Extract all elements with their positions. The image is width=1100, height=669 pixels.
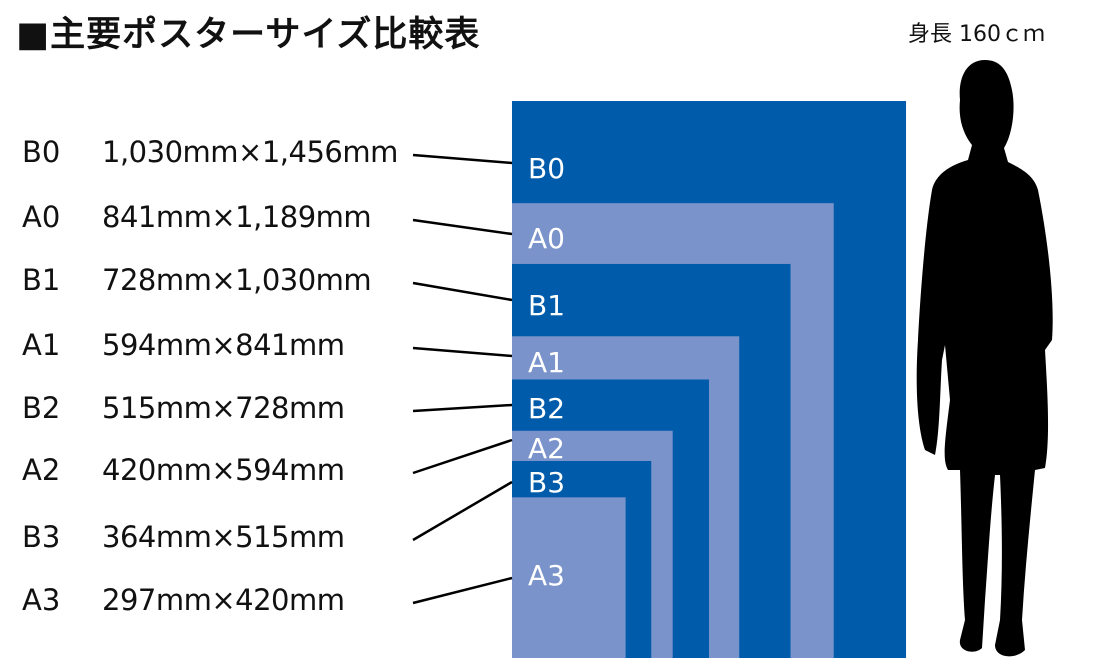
leader-line-a3 xyxy=(412,576,513,605)
size-dims-b0: 1,030mm×1,456mm xyxy=(102,135,398,169)
rect-a3 xyxy=(512,497,626,658)
rect-label-b2: B2 xyxy=(528,392,565,425)
diagram-title: ■主要ポスターサイズ比較表 xyxy=(16,15,481,55)
size-dims-b2: 515mm×728mm xyxy=(102,391,345,425)
rect-label-a2: A2 xyxy=(528,432,565,465)
leader-line-b3 xyxy=(412,480,513,542)
leader-line-a0 xyxy=(412,218,513,236)
size-dims-a2: 420mm×594mm xyxy=(102,453,345,487)
size-name-b0: B0 xyxy=(22,135,61,169)
rect-label-b0: B0 xyxy=(528,152,565,185)
rect-label-b3: B3 xyxy=(528,466,565,499)
leader-line-a1 xyxy=(412,346,513,358)
rect-label-b1: B1 xyxy=(528,289,565,322)
rect-label-a3: A3 xyxy=(528,559,565,592)
size-dims-a3: 297mm×420mm xyxy=(102,583,345,617)
leader-line-b2 xyxy=(412,403,513,413)
size-dims-b1: 728mm×1,030mm xyxy=(102,263,372,297)
size-name-a1: A1 xyxy=(22,328,61,362)
size-name-b3: B3 xyxy=(22,520,61,554)
leader-line-b1 xyxy=(412,281,513,302)
leader-line-b0 xyxy=(412,153,513,165)
rect-label-a0: A0 xyxy=(528,222,565,255)
size-dims-b3: 364mm×515mm xyxy=(102,520,345,554)
size-dims-a0: 841mm×1,189mm xyxy=(102,200,372,234)
height-label: 身長 160ｃｍ xyxy=(908,22,1045,47)
size-dims-a1: 594mm×841mm xyxy=(102,328,345,362)
rect-label-a1: A1 xyxy=(528,346,565,379)
size-name-a3: A3 xyxy=(22,583,61,617)
size-name-a0: A0 xyxy=(22,200,61,234)
size-name-a2: A2 xyxy=(22,453,61,487)
size-name-b1: B1 xyxy=(22,263,61,297)
size-name-b2: B2 xyxy=(22,391,61,425)
woman-silhouette-icon xyxy=(916,60,1053,657)
leader-line-a2 xyxy=(412,438,513,475)
